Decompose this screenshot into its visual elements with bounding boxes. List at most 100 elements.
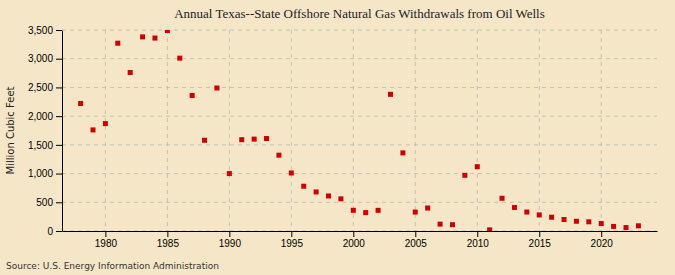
grid-line	[291, 30, 292, 231]
point	[190, 93, 195, 98]
grid-line	[415, 30, 416, 231]
tick-mark	[539, 231, 540, 237]
tick-label: 2020	[591, 238, 614, 249]
tick-mark	[477, 231, 478, 237]
point	[103, 121, 108, 126]
grid-line	[601, 30, 602, 231]
axis-line	[63, 231, 658, 232]
point	[351, 208, 356, 213]
point	[475, 164, 480, 169]
point	[276, 153, 281, 158]
point	[574, 219, 579, 224]
tick-mark	[56, 202, 62, 203]
tick-mark	[353, 231, 354, 237]
source: Source: U.S. Energy Information Administ…	[6, 261, 219, 271]
point	[252, 137, 257, 142]
grid-line	[62, 30, 657, 31]
tick: 2015	[529, 231, 552, 249]
grid-line	[229, 30, 230, 231]
tick: 2020	[591, 231, 614, 249]
point	[487, 227, 492, 231]
point	[202, 138, 207, 143]
tick: 2000	[343, 231, 366, 249]
chart: 1980 1985 1990 1995 2000 2005 2010 2015 2020 0 500…	[0, 0, 675, 275]
tick-label: 3,500	[28, 25, 53, 36]
grid-line	[353, 30, 354, 231]
point	[524, 210, 529, 215]
point	[500, 196, 505, 201]
tick: 2010	[467, 231, 490, 249]
tick-label: 1990	[219, 238, 242, 249]
point	[376, 208, 381, 213]
grid-line	[62, 202, 657, 203]
point	[624, 225, 629, 230]
tick-label: 2015	[529, 238, 552, 249]
point	[562, 217, 567, 222]
tick: 0	[47, 226, 62, 237]
tick-mark	[601, 231, 602, 237]
point	[549, 215, 554, 220]
point	[214, 86, 219, 91]
point	[314, 189, 319, 194]
tick-label: 2,500	[28, 82, 53, 93]
tick-mark	[229, 231, 230, 237]
point	[450, 222, 455, 227]
plot: 1980 1985 1990 1995 2000 2005 2010 2015 2020 0 500…	[28, 25, 658, 249]
tick-label: 1995	[281, 238, 304, 249]
tick-label: 1985	[157, 238, 180, 249]
tick-label: 2010	[467, 238, 490, 249]
point	[78, 101, 83, 106]
point	[264, 136, 269, 141]
x-axis: 1980 1985 1990 1995 2000 2005 2010 2015 2020	[63, 231, 658, 249]
point	[239, 137, 244, 142]
grid-line	[167, 30, 168, 231]
point	[462, 173, 467, 178]
tick-mark	[105, 231, 106, 237]
tick-mark	[56, 231, 62, 232]
tick-label: 0	[47, 226, 53, 237]
point	[599, 221, 604, 226]
grid-line	[62, 231, 657, 232]
tick-label: 3,000	[28, 53, 53, 64]
grid	[62, 30, 657, 231]
tick: 1990	[219, 231, 242, 249]
points	[78, 30, 641, 231]
grid-line	[62, 87, 657, 88]
tick-mark	[56, 174, 62, 175]
tick: 2005	[405, 231, 428, 249]
grid-line	[62, 116, 657, 117]
tick: 2,000	[28, 111, 62, 122]
point	[301, 184, 306, 189]
tick-mark	[56, 59, 62, 60]
tick-mark	[56, 87, 62, 88]
point	[636, 223, 641, 228]
tick-label: 500	[36, 197, 53, 208]
grid-line	[62, 58, 657, 59]
y-axis-label: Million Cubic Feet	[5, 86, 16, 174]
point	[140, 34, 145, 39]
tick: 1980	[95, 231, 118, 249]
point	[115, 41, 120, 46]
tick: 1995	[281, 231, 304, 249]
point	[289, 170, 294, 175]
tick-mark	[167, 231, 168, 237]
point	[227, 171, 232, 176]
point	[177, 56, 182, 61]
point	[512, 205, 517, 210]
tick-label: 2,000	[28, 111, 53, 122]
tick-label: 1,500	[28, 140, 53, 151]
tick-mark	[56, 116, 62, 117]
tick-label: 1980	[95, 238, 118, 249]
point	[363, 210, 368, 215]
point	[388, 92, 393, 97]
point	[537, 212, 542, 217]
grid-line	[539, 30, 540, 231]
y-axis: 0 500 1,000 1,500 2,000 2,500 3,000 3,500	[28, 25, 63, 237]
point	[165, 30, 170, 33]
tick-label: 1,000	[28, 168, 53, 179]
title: Annual Texas--State Offshore Natural Gas…	[174, 6, 545, 21]
tick-label: 2000	[343, 238, 366, 249]
point	[413, 210, 418, 215]
point	[425, 206, 430, 211]
tick-mark	[291, 231, 292, 237]
